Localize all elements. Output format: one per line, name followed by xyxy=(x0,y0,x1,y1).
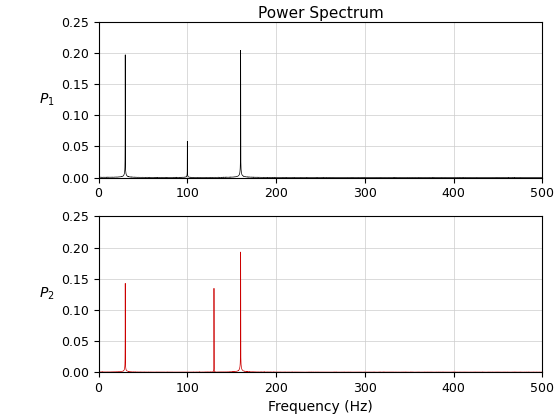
X-axis label: Frequency (Hz): Frequency (Hz) xyxy=(268,400,373,415)
Y-axis label: $P_1$: $P_1$ xyxy=(39,92,55,108)
Y-axis label: $P_2$: $P_2$ xyxy=(39,286,55,302)
Title: Power Spectrum: Power Spectrum xyxy=(258,5,384,21)
